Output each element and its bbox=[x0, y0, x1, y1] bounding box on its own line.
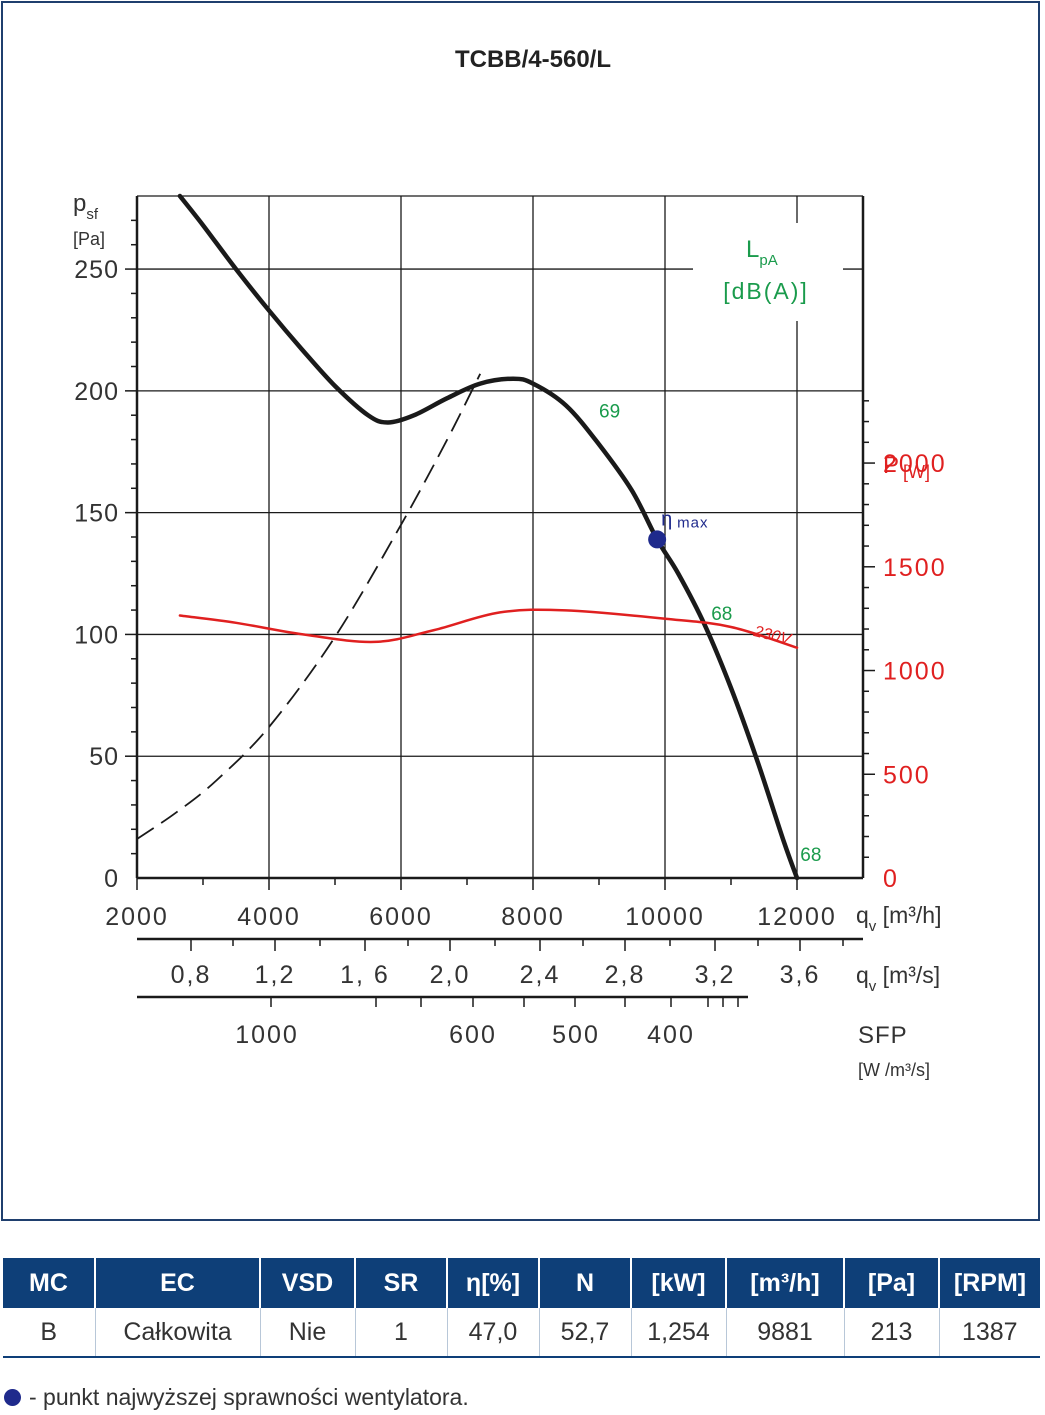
y2-tick-label: 1000 bbox=[883, 658, 947, 686]
axes bbox=[125, 196, 875, 1007]
col-header-airflow: [m³/h] bbox=[725, 1258, 844, 1308]
fan-performance-chart: TCBB/4-560/L 0 50 100 150 200 250 0 500 1000 1500 2… bbox=[73, 46, 947, 1080]
noise-label-box bbox=[693, 223, 843, 321]
y2-tick-label: 2000 bbox=[883, 450, 947, 478]
y2-tick-label: 500 bbox=[883, 761, 931, 789]
pressure-curve bbox=[177, 193, 800, 881]
cell-mc: B bbox=[3, 1308, 95, 1358]
y-axis-unit: [Pa] bbox=[73, 229, 105, 249]
eta-max-label: η bbox=[661, 508, 672, 530]
cell-rpm: 1387 bbox=[938, 1308, 1040, 1358]
efficiency-point-icon bbox=[4, 1389, 21, 1406]
sfp-axis-unit: [W /m³/s] bbox=[858, 1060, 930, 1080]
x2-tick-label: 2,8 bbox=[605, 961, 646, 989]
system-curve bbox=[136, 373, 482, 840]
x2-tick-label: 1,2 bbox=[255, 961, 296, 989]
x2-tick-label: 2,4 bbox=[520, 961, 561, 989]
col-header-sr: SR bbox=[354, 1258, 447, 1308]
x-tick-label: 12000 bbox=[757, 903, 837, 931]
x-tick-label: 4000 bbox=[237, 903, 301, 931]
table-row: B Całkowita Nie 1 47,0 52,7 1,254 9881 2… bbox=[3, 1308, 1040, 1358]
sfp-tick-label: 400 bbox=[647, 1021, 695, 1049]
y-tick-label: 150 bbox=[74, 500, 119, 528]
sfp-tick-label: 600 bbox=[449, 1021, 497, 1049]
grid bbox=[137, 195, 863, 878]
legend-note: - punkt najwyższej sprawności wentylator… bbox=[4, 1384, 469, 1411]
col-header-rpm: [RPM] bbox=[938, 1258, 1040, 1308]
col-header-pressure: [Pa] bbox=[843, 1258, 939, 1308]
chart-frame: TCBB/4-560/L 0 50 100 150 200 250 0 500 1000 1500 2… bbox=[1, 1, 1040, 1221]
power-curve bbox=[178, 608, 799, 649]
col-header-ec: EC bbox=[94, 1258, 260, 1308]
fan-specs-table: MC EC VSD SR η[%] N [kW] [m³/h] [Pa] [RP… bbox=[3, 1258, 1040, 1358]
x2-tick-label: 1, 6 bbox=[340, 961, 390, 989]
col-header-vsd: VSD bbox=[259, 1258, 355, 1308]
col-header-n: N bbox=[538, 1258, 631, 1308]
table-header-row: MC EC VSD SR η[%] N [kW] [m³/h] [Pa] [RP… bbox=[3, 1258, 1040, 1308]
y-tick-label: 200 bbox=[74, 378, 119, 406]
sfp-tick-label: 500 bbox=[552, 1021, 600, 1049]
y-tick-label: 250 bbox=[74, 256, 119, 284]
power-curve-label: 230V bbox=[751, 623, 794, 649]
cell-pressure: 213 bbox=[843, 1308, 939, 1358]
col-header-power: [kW] bbox=[630, 1258, 726, 1308]
y2-tick-label: 1500 bbox=[883, 554, 947, 582]
noise-unit: [dB(A)] bbox=[723, 278, 809, 304]
y2-axis-unit: [W] bbox=[903, 462, 930, 482]
y-axis-title: psf bbox=[73, 190, 99, 223]
x-tick-label: 8000 bbox=[501, 903, 565, 931]
x-tick-label: 6000 bbox=[369, 903, 433, 931]
noise-annotation: 69 bbox=[599, 402, 620, 423]
col-header-mc: MC bbox=[3, 1258, 95, 1308]
cell-n: 52,7 bbox=[538, 1308, 631, 1358]
cell-vsd: Nie bbox=[259, 1308, 355, 1358]
eta-max-point bbox=[648, 530, 667, 549]
y2-axis-title: P bbox=[883, 452, 899, 479]
sfp-axis-title: SFP bbox=[858, 1022, 908, 1049]
labels: TCBB/4-560/L 0 50 100 150 200 250 0 500 1000 1500 2… bbox=[73, 46, 947, 1080]
cell-sr: 1 bbox=[354, 1308, 447, 1358]
x2-tick-label: 3,6 bbox=[780, 961, 821, 989]
x-axis-title: qv [m³/h] bbox=[856, 902, 941, 935]
chart-title: TCBB/4-560/L bbox=[455, 46, 611, 73]
noise-annotation: 68 bbox=[711, 604, 732, 625]
cell-efficiency: 47,0 bbox=[446, 1308, 539, 1358]
cell-airflow: 9881 bbox=[725, 1308, 844, 1358]
sfp-tick-label: 1000 bbox=[235, 1021, 299, 1049]
y-tick-label: 50 bbox=[89, 743, 119, 771]
y-tick-label: 100 bbox=[74, 621, 119, 649]
x2-tick-label: 3,2 bbox=[695, 961, 736, 989]
x2-tick-label: 2,0 bbox=[430, 961, 471, 989]
cell-power: 1,254 bbox=[630, 1308, 726, 1358]
x-tick-label: 2000 bbox=[105, 903, 169, 931]
noise-label: LpA bbox=[746, 236, 778, 269]
x-tick-label: 10000 bbox=[625, 903, 705, 931]
legend-note-text: - punkt najwyższej sprawności wentylator… bbox=[29, 1384, 469, 1410]
curves bbox=[136, 193, 800, 881]
noise-annotation: 68 bbox=[800, 845, 821, 866]
eta-max-sub-label: max bbox=[677, 514, 708, 531]
y2-tick-label: 0 bbox=[883, 865, 899, 893]
x2-tick-label: 0,8 bbox=[171, 961, 212, 989]
x2-axis-title: qv [m³/s] bbox=[856, 962, 940, 995]
cell-ec: Całkowita bbox=[94, 1308, 260, 1358]
y-tick-label: 0 bbox=[104, 865, 119, 893]
col-header-efficiency: η[%] bbox=[446, 1258, 539, 1308]
